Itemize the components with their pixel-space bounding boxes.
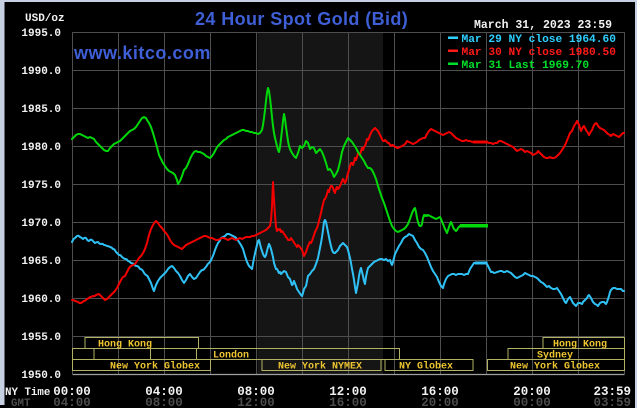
svg-text:16:00: 16:00 — [329, 396, 367, 408]
svg-text:New York Globex: New York Globex — [110, 361, 200, 373]
svg-text:1975.0: 1975.0 — [21, 180, 61, 192]
svg-text:1985.0: 1985.0 — [21, 104, 61, 116]
svg-text:Sydney: Sydney — [537, 350, 573, 362]
svg-text:24 Hour Spot Gold (Bid): 24 Hour Spot Gold (Bid) — [195, 9, 408, 29]
svg-text:Mar 30 NY close 1980.50: Mar 30 NY close 1980.50 — [462, 47, 617, 59]
svg-text:1960.0: 1960.0 — [21, 294, 61, 306]
svg-text:www.kitco.com: www.kitco.com — [73, 43, 211, 63]
svg-text:08:00: 08:00 — [145, 396, 183, 408]
svg-text:New York Globex: New York Globex — [510, 361, 600, 373]
svg-text:08:00: 08:00 — [237, 385, 275, 399]
svg-text:20:00: 20:00 — [421, 396, 459, 408]
svg-text:Mar 29 NY close 1964.60: Mar 29 NY close 1964.60 — [462, 34, 617, 46]
svg-text:1980.0: 1980.0 — [21, 142, 61, 154]
svg-text:New York NYMEX: New York NYMEX — [278, 361, 362, 373]
svg-text:NY Time: NY Time — [5, 387, 50, 399]
svg-text:23:59: 23:59 — [593, 385, 631, 399]
svg-text:Hong Kong: Hong Kong — [553, 340, 607, 351]
svg-text:USD/oz: USD/oz — [25, 13, 65, 25]
svg-text:04:00: 04:00 — [145, 385, 183, 399]
svg-text:1955.0: 1955.0 — [21, 332, 61, 344]
svg-text:NY Globex: NY Globex — [399, 361, 453, 373]
svg-text:12:00: 12:00 — [329, 385, 367, 399]
svg-text:03:59: 03:59 — [593, 396, 631, 408]
svg-text:20:00: 20:00 — [513, 385, 551, 399]
svg-text:London: London — [213, 350, 249, 362]
svg-text:1995.0: 1995.0 — [21, 28, 61, 40]
svg-text:1950.0: 1950.0 — [21, 370, 61, 382]
svg-text:00:00: 00:00 — [53, 385, 91, 399]
svg-text:1990.0: 1990.0 — [21, 66, 61, 78]
svg-text:GMT: GMT — [11, 398, 31, 408]
svg-text:16:00: 16:00 — [421, 385, 459, 399]
svg-text:12:00: 12:00 — [237, 396, 275, 408]
svg-text:Hong Kong: Hong Kong — [98, 340, 152, 351]
svg-text:1970.0: 1970.0 — [21, 218, 61, 230]
svg-text:1965.0: 1965.0 — [21, 256, 61, 268]
svg-text:00:00: 00:00 — [513, 396, 551, 408]
svg-text:04:00: 04:00 — [53, 396, 91, 408]
svg-text:Mar 31 Last 1969.70: Mar 31 Last 1969.70 — [462, 60, 590, 72]
svg-text:March 31, 2023 23:59: March 31, 2023 23:59 — [474, 19, 612, 32]
